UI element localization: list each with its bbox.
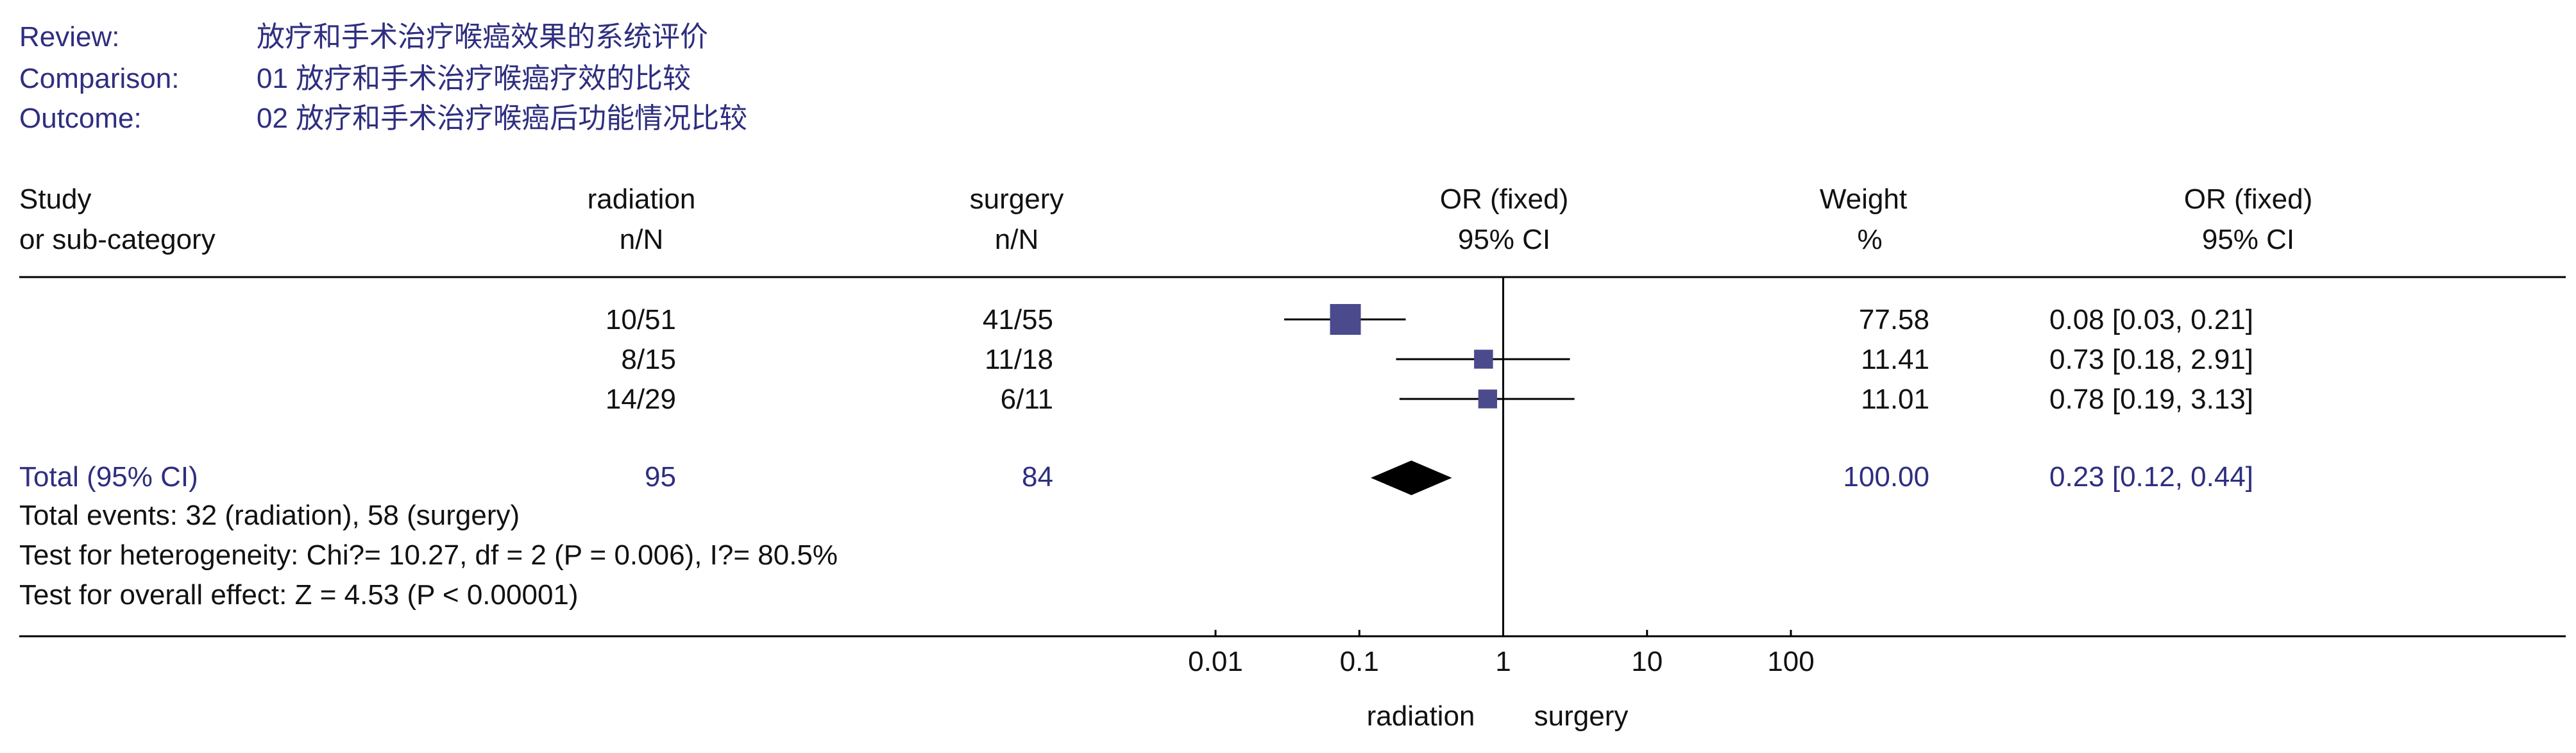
surgery-events: 41/55 <box>983 304 1053 335</box>
radiation-events: 8/15 <box>621 344 676 375</box>
study-rows: 10/51 41/55 77.58 0.08 [0.03, 0.21] 8/15 11/1… <box>606 304 2253 415</box>
surgery-events: 11/18 <box>985 344 1053 375</box>
total-weight: 100.00 <box>1843 461 1929 493</box>
footer-stats: Total events: 32 (radiation), 58 (surger… <box>19 500 838 611</box>
review-label: Review: <box>19 21 120 53</box>
tick-label: 100 <box>1767 646 1814 677</box>
outcome-label: Outcome: <box>19 103 142 134</box>
surgery-events: 6/11 <box>1001 384 1053 415</box>
review-value: 放疗和手术治疗喉癌效果的系统评价 <box>257 21 708 53</box>
x-axis: 0.01 0.1 1 10 100 <box>1188 630 1815 677</box>
total-row: Total (95% CI) 95 84 100.00 0.23 [0.12, … <box>19 461 2253 495</box>
study-ci-text: 0.73 [0.18, 2.91] <box>2049 344 2253 375</box>
study-weight: 11.01 <box>1861 384 1929 415</box>
radiation-events: 10/51 <box>606 304 676 335</box>
comparison-value: 01 放疗和手术治疗喉癌疗效的比较 <box>257 63 691 94</box>
tick-label: 10 <box>1631 646 1663 677</box>
study-row: 14/29 6/11 11.01 0.78 [0.19, 3.13] <box>606 384 2253 415</box>
tick-label: 0.1 <box>1340 646 1379 677</box>
total-ci-text: 0.23 [0.12, 0.44] <box>2049 461 2253 493</box>
radiation-subheader: n/N <box>620 224 663 255</box>
surgery-subheader: n/N <box>995 224 1038 255</box>
study-ci-text: 0.78 [0.19, 3.13] <box>2049 384 2253 415</box>
tick-label: 1 <box>1495 646 1511 677</box>
comparison-label: Comparison: <box>19 63 179 94</box>
or-text-header: OR (fixed) <box>2184 183 2312 215</box>
overall-effect-text: Test for overall effect: Z = 4.53 (P < 0… <box>19 579 579 611</box>
surgery-header: surgery <box>970 183 1064 215</box>
total-radiation-n: 95 <box>645 461 676 493</box>
effect-box <box>1478 389 1497 409</box>
total-surgery-n: 84 <box>1022 461 1053 493</box>
or-plot-subheader: 95% CI <box>1458 224 1550 255</box>
favours-radiation-label: radiation <box>1367 700 1475 732</box>
radiation-events: 14/29 <box>606 384 676 415</box>
effect-box <box>1330 304 1361 335</box>
outcome-value: 02 放疗和手术治疗喉癌后功能情况比较 <box>257 103 747 134</box>
tick-label: 0.01 <box>1188 646 1243 677</box>
study-header: Study <box>19 183 92 215</box>
pooled-diamond <box>1371 461 1452 495</box>
total-events-text: Total events: 32 (radiation), 58 (surger… <box>19 500 520 531</box>
study-weight: 11.41 <box>1861 344 1929 375</box>
header-block: Review: 放疗和手术治疗喉癌效果的系统评价 Comparison: 01 … <box>19 21 747 134</box>
favours-surgery-label: surgery <box>1534 700 1629 732</box>
weight-subheader: % <box>1857 224 1882 255</box>
heterogeneity-text: Test for heterogeneity: Chi?= 10.27, df … <box>19 539 838 571</box>
radiation-header: radiation <box>588 183 696 215</box>
study-row: 10/51 41/55 77.58 0.08 [0.03, 0.21] <box>606 304 2253 335</box>
study-weight: 77.58 <box>1859 304 1929 335</box>
effect-box <box>1474 350 1493 369</box>
or-plot-header: OR (fixed) <box>1440 183 1568 215</box>
study-ci-text: 0.08 [0.03, 0.21] <box>2049 304 2253 335</box>
column-headers: Study or sub-category radiation n/N surg… <box>19 183 2312 255</box>
study-subheader: or sub-category <box>19 224 216 255</box>
study-row: 8/15 11/18 11.41 0.73 [0.18, 2.91] <box>621 344 2253 375</box>
or-text-subheader: 95% CI <box>2202 224 2294 255</box>
total-label: Total (95% CI) <box>19 461 198 493</box>
weight-header: Weight <box>1820 183 1907 215</box>
